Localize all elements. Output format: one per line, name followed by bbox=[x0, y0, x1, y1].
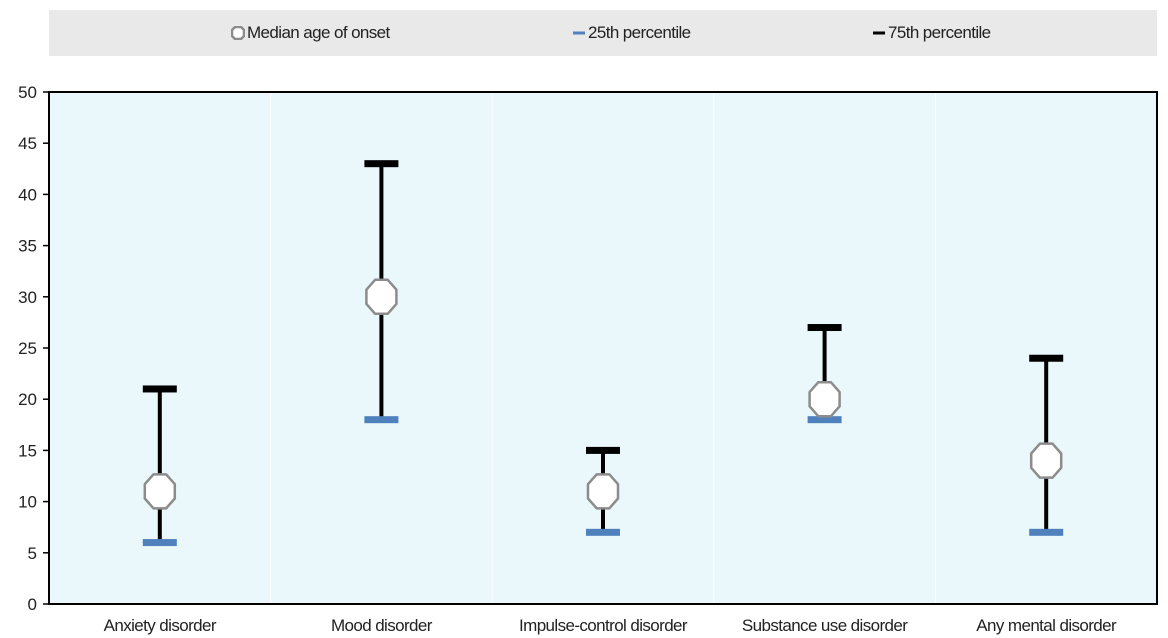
p25-marker bbox=[364, 416, 399, 424]
p25-marker bbox=[1029, 528, 1064, 536]
x-category-label: Impulse-control disorder bbox=[519, 616, 688, 635]
legend-item-p75: 75th percentile bbox=[872, 10, 991, 56]
p75-marker bbox=[807, 324, 842, 332]
legend-item-median: Median age of onset bbox=[231, 10, 390, 56]
legend: Median age of onset 25th percentile 75th… bbox=[49, 10, 1157, 56]
y-tick-label: 45 bbox=[18, 134, 37, 153]
p75-marker bbox=[142, 385, 177, 393]
p25-marker bbox=[807, 416, 842, 424]
y-tick-label: 0 bbox=[28, 595, 37, 614]
y-tick-label: 15 bbox=[18, 441, 37, 460]
legend-label-median: Median age of onset bbox=[247, 23, 390, 42]
p75-marker bbox=[364, 160, 399, 168]
median-marker bbox=[143, 473, 177, 510]
x-category-label: Substance use disorder bbox=[742, 616, 908, 635]
legend-label-p25: 25th percentile bbox=[588, 23, 691, 42]
p75-marker bbox=[1029, 354, 1064, 362]
p75-marker bbox=[586, 446, 620, 454]
octagon-marker-icon bbox=[231, 26, 245, 40]
median-marker bbox=[586, 473, 620, 510]
blue-dash-marker-icon bbox=[573, 31, 585, 35]
legend-item-p25: 25th percentile bbox=[572, 10, 691, 56]
x-category-label: Any mental disorder bbox=[976, 616, 1117, 635]
x-category-label: Anxiety disorder bbox=[104, 616, 217, 635]
p25-marker bbox=[142, 539, 177, 547]
y-tick-label: 40 bbox=[18, 185, 37, 204]
y-tick-label: 10 bbox=[18, 493, 37, 512]
y-tick-label: 20 bbox=[18, 390, 37, 409]
y-tick-label: 35 bbox=[18, 237, 37, 256]
x-category-label: Mood disorder bbox=[331, 616, 433, 635]
y-tick-label: 50 bbox=[18, 83, 37, 102]
y-tick-label: 5 bbox=[28, 544, 37, 563]
legend-label-p75: 75th percentile bbox=[888, 23, 991, 42]
median-marker bbox=[808, 380, 841, 418]
black-dash-marker-icon bbox=[873, 31, 885, 35]
y-tick-label: 30 bbox=[18, 288, 37, 307]
y-tick-label: 25 bbox=[18, 339, 37, 358]
p25-marker bbox=[586, 528, 620, 536]
median-marker bbox=[1029, 442, 1063, 479]
median-marker bbox=[365, 278, 398, 316]
